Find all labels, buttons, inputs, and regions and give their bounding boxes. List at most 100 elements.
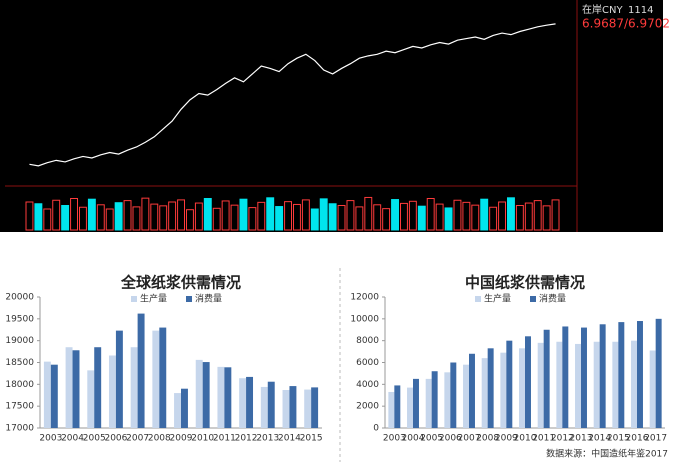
volume-bar [275, 206, 284, 231]
x-tick-label: 2007 [126, 434, 149, 444]
x-tick-label: 2004 [61, 434, 84, 444]
bar [108, 355, 116, 428]
x-tick-label: 2007 [458, 434, 481, 444]
bar [431, 371, 438, 428]
y-tick-label: 8000 [356, 336, 379, 346]
bar [593, 341, 600, 428]
volume-bar [542, 205, 551, 231]
volume-bar [194, 202, 203, 231]
bar [487, 348, 494, 428]
volume-bar [551, 199, 560, 231]
volume-bar [293, 203, 301, 231]
volume-bar [141, 197, 150, 231]
legend-swatch [131, 296, 137, 302]
legend-swatch [475, 296, 481, 302]
volume-bar [221, 200, 230, 231]
volume-bar [96, 204, 105, 231]
volume-bar [489, 206, 498, 231]
x-tick-label: 2014 [278, 434, 301, 444]
volume-bar [168, 201, 177, 231]
volume-bar [301, 199, 310, 231]
volume-bar [25, 201, 34, 231]
volume-bar [79, 206, 87, 231]
bar [181, 388, 188, 428]
bar [425, 378, 432, 428]
volume-bar [186, 209, 194, 231]
volume-bar [132, 206, 141, 231]
bar [239, 378, 247, 428]
y-tick-label: 19000 [5, 336, 34, 346]
source-note: 数据来源：中国造纸年鉴2017 [546, 448, 668, 460]
bar [618, 322, 625, 428]
bar [65, 347, 73, 428]
volume-bar [87, 198, 96, 231]
x-tick-label: 2006 [104, 434, 127, 444]
volume-bar [61, 205, 70, 231]
bar [388, 391, 395, 428]
bar [115, 330, 123, 428]
bar [407, 387, 413, 428]
volume-bar [533, 200, 542, 231]
x-tick-label: 2015 [300, 434, 323, 444]
bar [519, 348, 525, 428]
volume-bar [284, 201, 293, 231]
volume-bar [408, 200, 417, 231]
x-tick-label: 2005 [83, 434, 106, 444]
bar [72, 350, 80, 428]
bar [289, 386, 297, 428]
bar [202, 362, 210, 428]
volume-bar [507, 197, 515, 231]
y-tick-label: 12000 [350, 293, 379, 303]
x-tick-label: 2003 [383, 434, 406, 444]
volume-bar [43, 208, 52, 231]
bar [282, 390, 290, 428]
x-tick-label: 2012 [551, 434, 574, 444]
volume-bar [105, 208, 114, 231]
bar [87, 370, 95, 428]
volume-bar [328, 203, 337, 231]
x-tick-label: 2016 [626, 434, 649, 444]
bar [612, 341, 619, 428]
quote-code: 1114 [628, 5, 653, 16]
x-tick-label: 2013 [256, 434, 279, 444]
bar [631, 340, 637, 428]
x-tick-label: 2011 [213, 434, 236, 444]
bar [267, 381, 275, 428]
bar [224, 367, 232, 428]
x-tick-label: 2004 [402, 434, 425, 444]
quote-name: 在岸CNY [582, 4, 623, 16]
bar [43, 361, 51, 428]
volume-bar [337, 205, 346, 231]
chart-title: 中国纸浆供需情况 [465, 274, 585, 292]
volume-bar [159, 205, 168, 231]
bar [562, 326, 569, 428]
bar [152, 330, 160, 428]
volume-bar [364, 196, 373, 231]
bar [556, 341, 563, 428]
bar [575, 343, 581, 428]
volume-bar [123, 200, 132, 231]
bar [481, 358, 488, 428]
volume-bar [346, 200, 355, 231]
bar [217, 366, 225, 428]
x-tick-label: 2017 [644, 434, 667, 444]
x-tick-label: 2010 [514, 434, 537, 444]
volume-bar [426, 198, 435, 231]
volume-bar [373, 204, 382, 231]
volume-bar [515, 205, 524, 231]
y-tick-label: 19500 [5, 314, 34, 324]
y-tick-label: 18500 [5, 358, 34, 368]
bar [525, 336, 531, 428]
volume-bar [524, 202, 533, 231]
x-tick-label: 2015 [607, 434, 630, 444]
y-tick-label: 18000 [5, 380, 34, 390]
y-tick-label: 17500 [5, 402, 34, 412]
x-tick-label: 2009 [495, 434, 518, 444]
x-tick-label: 2003 [39, 434, 62, 444]
y-tick-label: 0 [373, 424, 379, 434]
volume-bar [150, 203, 159, 231]
volume-bar [462, 201, 471, 231]
volume-bar [212, 207, 221, 231]
bar [174, 393, 181, 428]
volume-bar [203, 198, 212, 231]
